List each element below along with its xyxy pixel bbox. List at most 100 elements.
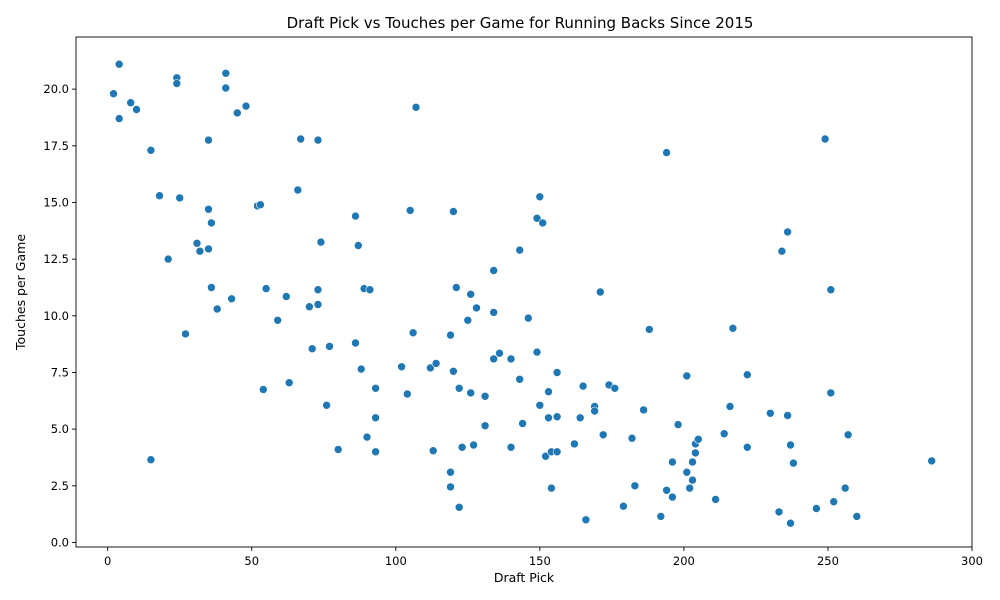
data-point	[598, 430, 608, 440]
data-point	[489, 354, 499, 364]
data-point	[728, 323, 738, 333]
data-point	[673, 420, 683, 429]
data-point	[316, 237, 326, 247]
data-point	[426, 363, 435, 373]
data-point	[480, 391, 490, 401]
data-point	[428, 446, 438, 456]
data-point	[313, 300, 323, 309]
data-point	[742, 442, 752, 452]
data-point	[590, 406, 599, 416]
data-point	[765, 408, 775, 418]
data-point	[535, 192, 545, 202]
data-point	[204, 244, 213, 254]
data-point	[812, 504, 821, 513]
data-point	[446, 330, 455, 340]
data-point	[506, 442, 516, 452]
data-point	[307, 344, 317, 354]
data-point	[261, 284, 271, 293]
data-point	[668, 492, 677, 502]
data-point	[789, 458, 798, 468]
x-tick-label: 150	[529, 554, 551, 568]
data-point	[163, 254, 173, 264]
data-point	[480, 421, 490, 431]
data-point	[155, 191, 164, 200]
data-point	[233, 108, 242, 118]
y-tick-label: 7.5	[51, 365, 69, 379]
data-point	[466, 388, 476, 398]
data-point	[256, 200, 265, 209]
data-point	[195, 246, 205, 256]
data-point	[281, 292, 291, 301]
data-point	[469, 440, 478, 450]
x-tick-label: 250	[817, 554, 839, 568]
chart-title: Draft Pick vs Touches per Game for Runni…	[287, 14, 754, 32]
data-point	[371, 413, 380, 423]
y-tick-label: 12.5	[43, 252, 69, 266]
data-point	[463, 315, 473, 325]
y-axis-label: Touches per Game	[13, 234, 28, 351]
data-point	[682, 467, 692, 477]
data-point	[405, 206, 415, 215]
data-point	[241, 101, 251, 111]
data-point	[212, 304, 222, 314]
data-point	[644, 325, 654, 334]
data-point	[132, 105, 141, 114]
data-point	[472, 303, 481, 313]
data-point	[725, 402, 735, 411]
data-point	[227, 294, 236, 304]
x-tick-label: 200	[673, 554, 695, 568]
x-tick-label: 100	[385, 554, 407, 568]
data-point	[711, 495, 720, 504]
data-point	[402, 389, 412, 399]
data-point	[656, 512, 666, 521]
data-point	[742, 370, 752, 380]
x-axis-label: Draft Pick	[494, 570, 555, 585]
data-point	[532, 214, 542, 223]
data-point	[449, 207, 458, 216]
data-point	[544, 413, 553, 423]
data-point	[668, 457, 677, 467]
data-point	[325, 342, 334, 351]
data-point	[786, 440, 795, 450]
data-point	[365, 285, 375, 295]
data-point	[610, 383, 620, 393]
data-point	[258, 385, 268, 394]
data-point	[840, 483, 850, 493]
data-point	[774, 507, 784, 517]
data-point	[446, 482, 455, 492]
data-point	[371, 383, 380, 393]
data-point	[719, 429, 729, 439]
y-tick-label: 0.0	[51, 535, 69, 549]
data-point	[449, 366, 458, 376]
x-tick-label: 0	[104, 554, 111, 568]
data-point	[489, 266, 499, 275]
data-point	[570, 439, 579, 449]
data-point	[204, 135, 213, 145]
data-point	[535, 400, 545, 410]
data-point	[489, 308, 499, 317]
data-point	[595, 287, 605, 297]
data-point	[820, 134, 830, 144]
data-point	[207, 218, 216, 228]
data-point	[192, 239, 202, 248]
data-point	[826, 388, 836, 398]
data-point	[783, 411, 792, 420]
y-tick-label: 10.0	[43, 309, 69, 323]
data-point	[313, 135, 323, 145]
data-point	[693, 434, 703, 444]
data-point	[619, 501, 628, 511]
y-tick-label: 2.5	[51, 479, 69, 493]
x-tick-label: 50	[244, 554, 259, 568]
data-point	[408, 328, 418, 338]
data-points	[109, 59, 937, 528]
data-point	[852, 512, 862, 521]
data-point	[544, 387, 553, 397]
x-tick-label: 300	[961, 554, 983, 568]
data-point	[688, 475, 697, 485]
data-point	[630, 481, 640, 491]
data-point	[541, 451, 550, 461]
data-point	[682, 371, 692, 381]
data-point	[356, 364, 366, 374]
data-point	[552, 368, 562, 377]
data-point	[114, 59, 124, 69]
